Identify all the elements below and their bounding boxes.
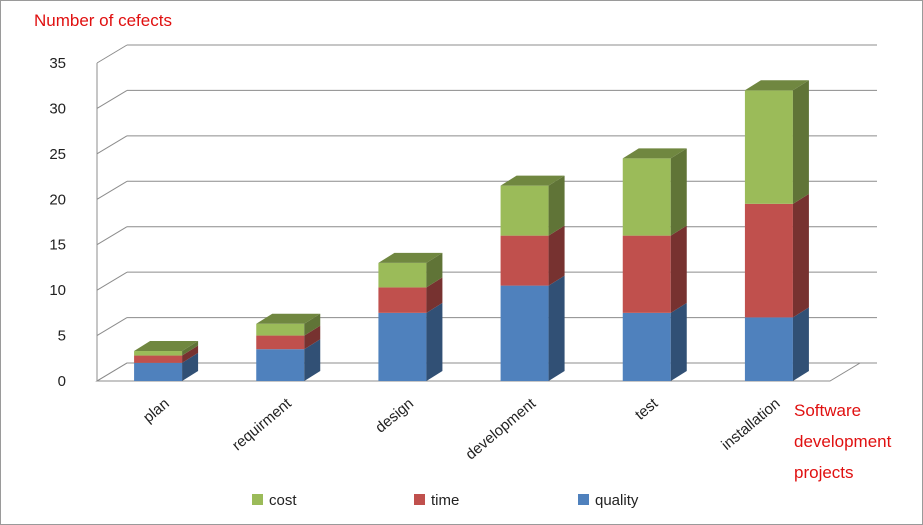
side-wall-gridline	[96, 44, 128, 64]
bar-top-development	[500, 175, 565, 186]
bar-side-quality-development	[548, 275, 565, 381]
bar-side-cost-test	[670, 148, 687, 236]
bar-side-cost-design	[426, 252, 443, 288]
y-tick-label: 15	[49, 237, 66, 254]
bar-top-plan	[134, 341, 199, 352]
bar-side-quality-requirment	[304, 339, 321, 381]
bar-side-time-development	[548, 225, 565, 286]
bar-segment-cost-requirment	[256, 323, 305, 336]
legend-swatch-cost	[252, 494, 263, 505]
y-tick-label: 10	[49, 282, 66, 299]
y-tick-label: 0	[58, 373, 66, 390]
bar-segment-cost-development	[500, 185, 549, 236]
bar-side-cost-requirment	[304, 313, 321, 336]
bar-segment-cost-installation	[744, 90, 793, 204]
bar-segment-time-plan	[134, 355, 183, 363]
bar-top-installation	[744, 80, 809, 91]
side-wall-gridline	[96, 226, 128, 246]
side-wall-gridline	[96, 89, 128, 109]
legend-label-cost: cost	[269, 492, 297, 509]
bar-top-design	[378, 252, 443, 263]
bar-side-quality-test	[670, 302, 687, 381]
x-axis-label: Software development projects	[794, 401, 896, 482]
bar-segment-cost-design	[378, 262, 427, 288]
bar-side-cost-development	[548, 175, 565, 236]
bar-layer	[134, 80, 809, 381]
bar-segment-time-design	[378, 287, 427, 313]
bar-side-cost-plan	[182, 341, 199, 356]
bar-side-time-installation	[792, 193, 809, 318]
bar-segment-quality-installation	[744, 317, 793, 381]
bar-segment-quality-requirment	[256, 349, 305, 381]
side-wall-gridline	[96, 317, 128, 337]
side-wall-gridline	[96, 135, 128, 155]
legend-swatch-quality	[578, 494, 589, 505]
x-axis-label-line-1: Software	[794, 401, 861, 420]
floor	[95, 362, 862, 382]
bar-side-quality-plan	[182, 352, 199, 381]
y-tick-label: 30	[49, 100, 66, 117]
legend-swatch-time	[414, 494, 425, 505]
bar-segment-cost-test	[622, 158, 671, 236]
bar-segment-quality-test	[622, 312, 671, 381]
bar-side-time-plan	[182, 345, 199, 363]
bar-segment-time-development	[500, 235, 549, 286]
bar-segment-time-test	[622, 235, 671, 313]
bar-segment-quality-development	[500, 285, 549, 381]
bar-side-time-design	[426, 277, 443, 313]
bar-segment-time-installation	[744, 203, 793, 318]
side-wall-gridline	[96, 180, 128, 200]
bar-segment-time-requirment	[256, 335, 305, 350]
y-tick-label: 5	[58, 328, 66, 345]
bar-top-requirment	[256, 313, 321, 324]
chart-title: Number of cefects	[34, 11, 172, 30]
y-tick-label: 35	[49, 55, 66, 72]
legend-label-time: time	[431, 492, 459, 509]
legend: cost time quality	[252, 492, 639, 509]
side-wall-gridline	[96, 271, 128, 291]
bar-segment-quality-plan	[134, 362, 183, 381]
bar-side-time-requirment	[304, 325, 321, 350]
bar-side-quality-design	[426, 302, 443, 381]
x-axis-label-line-3: projects	[794, 463, 854, 482]
x-axis-label-line-2: development	[794, 432, 892, 451]
bar-side-time-test	[670, 225, 687, 313]
bar-segment-quality-design	[378, 312, 427, 381]
y-tick-label: 20	[49, 191, 66, 208]
y-tick-label: 25	[49, 146, 66, 163]
legend-label-quality: quality	[595, 492, 639, 509]
bar-side-cost-installation	[792, 80, 809, 204]
bar-top-test	[622, 148, 687, 159]
bar-segment-cost-plan	[134, 351, 183, 356]
bar-side-quality-installation	[792, 307, 809, 381]
